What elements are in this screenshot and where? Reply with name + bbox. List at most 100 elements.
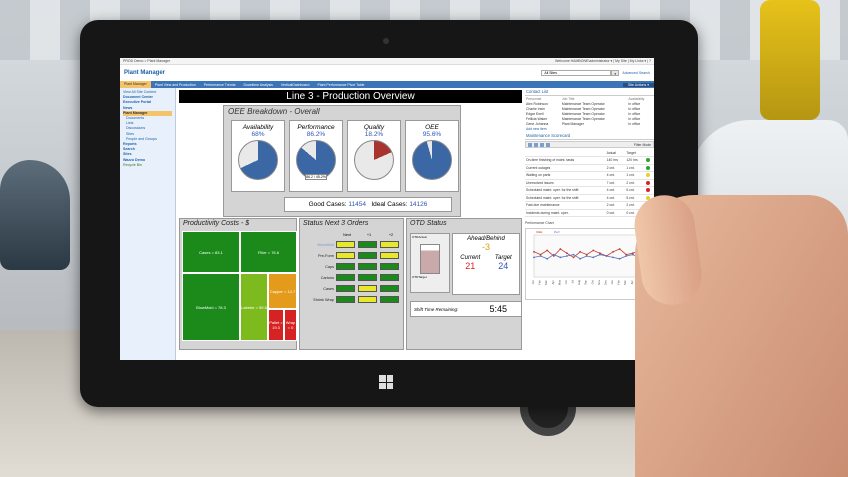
contact-row[interactable]: Edgar Enell Maintenance Team Operator In o…: [525, 111, 654, 116]
order-status-cell[interactable]: [380, 285, 399, 292]
site-actions-button[interactable]: Site Actions ▾: [622, 82, 654, 87]
order-status-cell[interactable]: [358, 285, 377, 292]
quicklaunch-item[interactable]: Sites: [123, 152, 132, 157]
contact-job: Plant Manager: [561, 121, 584, 126]
pie-tooltip: 86.2 / 45.2%: [305, 174, 327, 180]
scorecard-row[interactable]: Current outages 2 cnt. 1 cnt.: [525, 164, 654, 172]
quicklaunch-item[interactable]: Recycle Bin: [123, 162, 142, 167]
scorecard-row[interactable]: Scheduled maint. oper. for the shift 4 cn…: [525, 186, 654, 195]
treemap-tile[interactable]: Wrap = 0: [284, 309, 297, 341]
toolbar-icon[interactable]: [540, 142, 544, 147]
filter-mode-button[interactable]: Filter Mode: [634, 142, 651, 147]
contact-list-title[interactable]: Contact List: [525, 88, 654, 96]
scorecard-row[interactable]: Incidents during maint. oper. 0 cnt. 0 cnt…: [525, 209, 654, 217]
contact-col-header[interactable]: Availability: [628, 96, 645, 101]
contact-row[interactable]: Charlie Irwin Maintenance Team Operator In…: [525, 106, 654, 111]
oee-card[interactable]: Availability 68%: [231, 120, 285, 192]
order-status-cell[interactable]: [358, 296, 377, 303]
x-tick-label: Feb: [617, 280, 621, 285]
nav-tab[interactable]: Performance Trends: [203, 82, 236, 87]
contact-row[interactable]: Gene Johanna Plant Manager In office: [525, 121, 654, 126]
order-status-cell[interactable]: [336, 263, 355, 270]
oee-card[interactable]: Quality 18.2%: [347, 120, 401, 192]
quicklaunch-item[interactable]: View All Site Content: [123, 90, 157, 94]
user-menu[interactable]: Welcome HAMBONE\administrator ▾ | My Sit…: [555, 59, 651, 63]
gauge-bar: [420, 244, 440, 274]
quicklaunch-item[interactable]: People and Groups: [126, 136, 157, 141]
oee-card[interactable]: OEE 95.6%: [405, 120, 459, 192]
car-left: [0, 160, 70, 270]
contact-col-header[interactable]: Personnel: [526, 96, 542, 101]
site-title[interactable]: Plant Manager: [124, 70, 166, 76]
order-status-cell[interactable]: [336, 285, 355, 292]
orders-row: Cartons: [302, 272, 402, 283]
treemap-tile[interactable]: Pallet = 19.3: [268, 309, 284, 341]
nav-tab[interactable]: Plant View and Production: [154, 82, 196, 87]
order-status-cell[interactable]: [336, 241, 355, 248]
data-point: [572, 253, 575, 256]
scorecard-row[interactable]: On-time finishing of maint. tasks 140 hrs…: [525, 156, 654, 165]
order-status-cell[interactable]: [380, 241, 399, 248]
quicklaunch-item[interactable]: Reports: [123, 142, 137, 147]
toolbar-icon[interactable]: [534, 142, 538, 147]
scorecard-metric: On-time finishing of maint. tasks: [525, 156, 606, 165]
order-status-cell[interactable]: [336, 274, 355, 281]
quicklaunch-item[interactable]: Lists: [126, 121, 134, 126]
quicklaunch-item[interactable]: Plant Manager: [123, 110, 172, 117]
search-scope[interactable]: All Sites: [541, 70, 612, 76]
treemap-tile[interactable]: Capper = 14.7: [268, 273, 297, 309]
scorecard-title[interactable]: Maintenance Scorecard: [525, 132, 654, 140]
contact-row[interactable]: Fellicia Waker Maintenance Team Operator I…: [525, 116, 654, 121]
nav-tab[interactable]: Plant Manager: [120, 81, 151, 88]
data-point: [546, 257, 549, 260]
treemap-tile[interactable]: BlowMold = 78.3: [182, 273, 240, 341]
oee-card-name: Quality: [363, 124, 385, 131]
treemap-tile[interactable]: Cases = 83.1: [182, 231, 240, 273]
scorecard-table: Actual Target On-time finishing of maint. …: [525, 149, 654, 217]
order-status-cell[interactable]: [380, 252, 399, 259]
scorecard-row[interactable]: Scheduled maint. oper. for the shift 4 cn…: [525, 194, 654, 202]
order-status-cell[interactable]: [358, 274, 377, 281]
order-status-cell[interactable]: [380, 274, 399, 281]
quicklaunch-item[interactable]: Sites: [126, 131, 134, 136]
search-button[interactable]: ⌕: [611, 70, 620, 76]
oee-card[interactable]: Performance 86.2% 86.2 / 45.2%: [289, 120, 343, 192]
toolbar-icon[interactable]: [528, 142, 532, 147]
order-status-cell[interactable]: [358, 252, 377, 259]
scorecard-row[interactable]: Waiting on parts 4 cnt. 1 cnt.: [525, 171, 654, 180]
scorecard-target: 5 cnt.: [625, 194, 646, 202]
quicklaunch-item[interactable]: News: [123, 105, 133, 110]
treemap-tile[interactable]: Labeler = 59.6: [240, 273, 268, 341]
nav-tab[interactable]: VerticalDashboard: [280, 82, 310, 87]
order-status-cell[interactable]: [336, 296, 355, 303]
order-status-cell[interactable]: [380, 296, 399, 303]
quicklaunch-item[interactable]: Executive Portal: [123, 100, 151, 105]
toolbar-icon[interactable]: [546, 142, 550, 147]
quicklaunch-item[interactable]: Search: [123, 147, 135, 152]
breadcrumb[interactable]: PROD Demo > Plant Manager: [123, 59, 171, 63]
windows-logo-icon[interactable]: [379, 375, 393, 389]
data-point: [618, 257, 621, 260]
scorecard-row[interactable]: Unresolved issues 7 cnt. 2 cnt.: [525, 179, 654, 187]
quicklaunch-item[interactable]: Discussions: [126, 126, 146, 131]
order-status-cell[interactable]: [358, 241, 377, 248]
scorecard-actual: 4 cnt.: [605, 171, 626, 180]
site-header: Plant Manager All Sites ⌕ Advanced Searc…: [120, 65, 654, 81]
contact-row[interactable]: Alex Robinson Maintenance Team Operator In…: [525, 101, 654, 106]
advanced-search-link[interactable]: Advanced Search: [622, 71, 650, 75]
order-status-cell[interactable]: [380, 263, 399, 270]
data-point: [572, 256, 575, 259]
treemap-tile[interactable]: Filler = 76.6: [240, 231, 297, 273]
quicklaunch-item[interactable]: Documents: [126, 116, 145, 121]
nav-tab[interactable]: Downtime Analysis: [243, 82, 273, 87]
contact-col-header[interactable]: Job Title: [561, 96, 575, 101]
tablet-screen: PROD Demo > Plant Manager Welcome HAMBON…: [120, 58, 654, 360]
scorecard-col-header: Actual: [605, 149, 626, 157]
add-new-item-link[interactable]: Add new item: [526, 127, 547, 131]
nav-tab[interactable]: Plant Performance Pivot Table: [317, 82, 365, 87]
quicklaunch-item[interactable]: Document Center: [123, 95, 153, 100]
order-status-cell[interactable]: [336, 252, 355, 259]
quicklaunch-item[interactable]: Wazzo Demo: [123, 157, 146, 162]
scorecard-row[interactable]: Fast due maintenance 2 cnt. 2 cnt.: [525, 201, 654, 210]
order-status-cell[interactable]: [358, 263, 377, 270]
